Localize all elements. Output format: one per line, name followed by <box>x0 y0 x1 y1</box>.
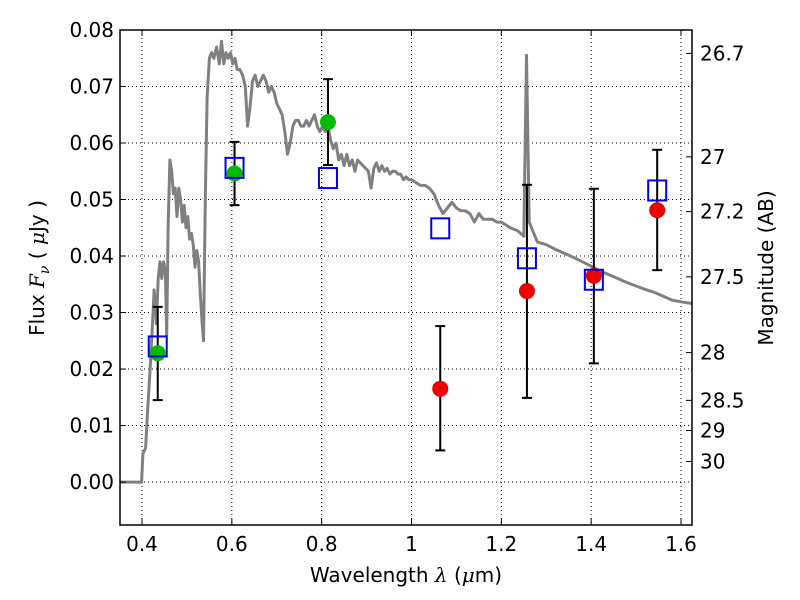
x-unit-mu: μ <box>462 563 475 587</box>
x-axis-label: Wavelength λ (μm) <box>310 563 502 587</box>
axes-frame <box>119 29 693 526</box>
y2-tick-label: 27 <box>700 145 725 169</box>
grid-lines <box>120 29 692 525</box>
y-unit-mu: μ <box>25 232 49 245</box>
data-point <box>432 380 449 397</box>
lambda-symbol: λ <box>434 563 448 587</box>
y2-tick-label: 27.5 <box>700 265 745 289</box>
y2-tick-label: 28 <box>700 341 725 365</box>
x-axis-label-text: Wavelength <box>310 563 435 587</box>
y2-tick-label: 29 <box>700 419 725 443</box>
x-tick-label: 0.4 <box>126 532 158 556</box>
x-unit-open: ( <box>448 563 462 587</box>
y2-tick-label: 26.7 <box>700 41 745 65</box>
y-tick-label: 0.08 <box>69 18 114 42</box>
x-tick-label: 0.6 <box>216 532 248 556</box>
x-tick-label: 1.4 <box>575 532 607 556</box>
data-point <box>649 202 666 219</box>
data-point <box>585 267 602 284</box>
y2-tick-label: 30 <box>700 450 725 474</box>
x-tick-label: 1 <box>405 532 418 556</box>
y-unit-rest: Jy ) <box>25 200 49 234</box>
y-tick-label: 0.02 <box>69 357 114 381</box>
y-axis-ticks: 0.00 0.01 0.02 0.03 0.04 0.05 0.06 0.07 0.08 <box>69 18 126 494</box>
model-photometry-box <box>147 335 168 358</box>
data-point <box>319 114 336 131</box>
model-boxes <box>147 156 668 358</box>
y-tick-label: 0.06 <box>69 131 114 155</box>
x-tick-label: 1.6 <box>665 532 697 556</box>
y2-tick-label: 28.5 <box>700 388 745 412</box>
y-tick-label: 0.04 <box>69 244 114 268</box>
y-axis-label: Flux Fν ( μJy ) <box>25 200 53 336</box>
y-axis-label-text: Flux <box>25 288 49 336</box>
x-unit-rest: m) <box>475 563 502 587</box>
y-tick-label: 0.00 <box>69 470 114 494</box>
y-tick-label: 0.01 <box>69 414 114 438</box>
data-point <box>149 345 166 362</box>
model-photometry-box <box>516 247 537 270</box>
plot-area <box>120 39 693 484</box>
model-photometry-box <box>317 167 338 190</box>
flux-symbol: F <box>25 273 49 289</box>
y2-axis-ticks: 26.7 27 27.2 27.5 28 28.5 29 30 <box>686 41 745 474</box>
y-tick-label: 0.07 <box>69 75 114 99</box>
data-point <box>226 165 243 182</box>
x-tick-label: 0.8 <box>306 532 338 556</box>
nu-subscript: ν <box>37 265 53 274</box>
model-photometry-box <box>430 217 451 240</box>
model-spectrum-line <box>120 39 693 484</box>
y2-axis-label: Magnitude (AB) <box>754 190 778 345</box>
model-photometry-box <box>224 156 245 179</box>
y-unit-open: ( <box>25 245 49 266</box>
y2-tick-label: 27.2 <box>700 200 745 224</box>
model-photometry-box <box>647 179 668 202</box>
model-photometry-box <box>583 268 604 291</box>
x-tick-label: 1.2 <box>485 532 517 556</box>
x-axis-ticks: 0.4 0.6 0.8 1 1.2 1.4 1.6 <box>126 30 697 556</box>
y-tick-label: 0.05 <box>69 188 114 212</box>
data-point <box>518 283 535 300</box>
y-tick-label: 0.03 <box>69 301 114 325</box>
